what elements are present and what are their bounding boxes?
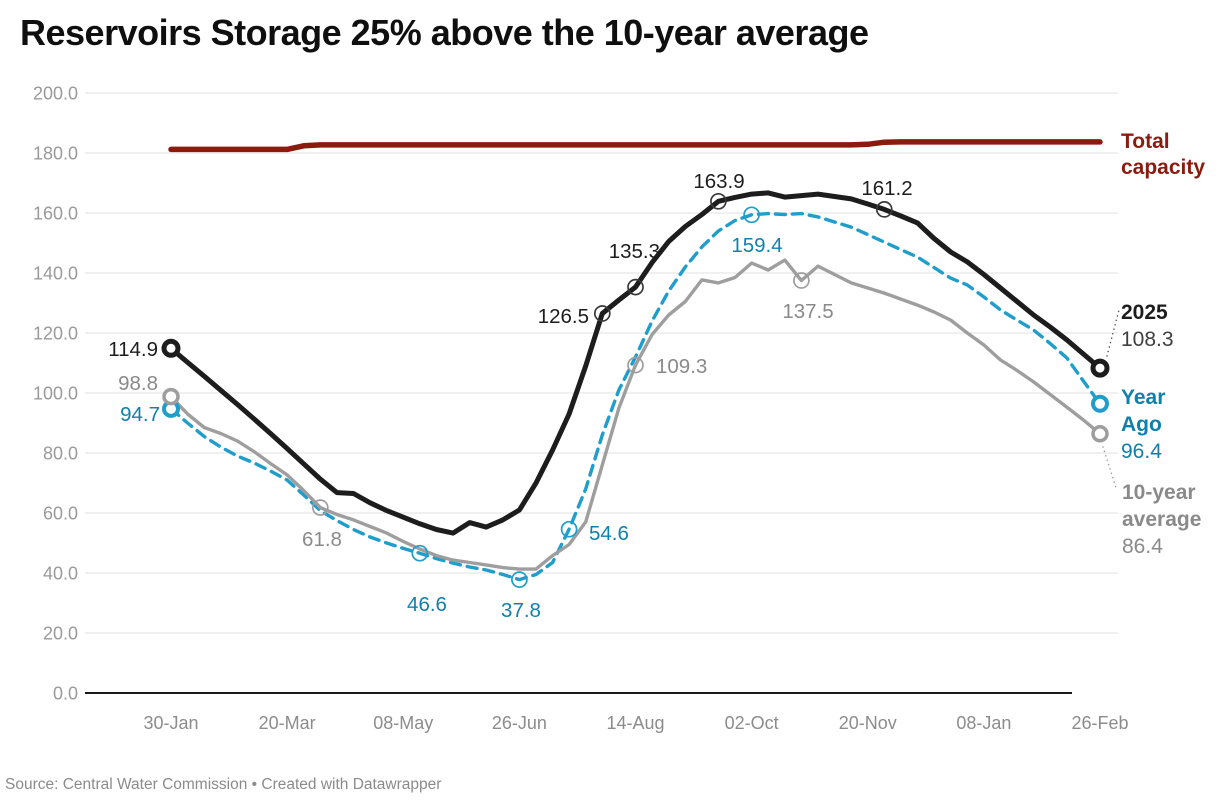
marker-avg-w9 [311, 499, 329, 516]
y-tick-label: 200.0 [33, 84, 78, 104]
marker-ago-w21 [511, 571, 528, 588]
series-line-ago [169, 211, 1102, 582]
legend-year-ago-line2: Ago [1121, 413, 1162, 436]
marker-y2025-w33 [710, 192, 727, 210]
x-tick-label: 08-Jan [956, 713, 1011, 733]
y-tick-label: 160.0 [33, 204, 78, 224]
point-label-126.5: 126.5 [538, 305, 589, 328]
point-label-161.2: 161.2 [861, 177, 912, 200]
marker-avg-w0 [162, 387, 180, 406]
point-label-94.7: 94.7 [120, 403, 160, 426]
series-line-avg [169, 258, 1102, 571]
marker-y2025-w28 [627, 278, 644, 296]
point-label-135.3: 135.3 [609, 240, 660, 263]
point-label-98.8: 98.8 [118, 372, 158, 395]
marker-y2025-w56 [1090, 358, 1110, 378]
marker-ago-w24 [560, 520, 578, 538]
page-title: Reservoirs Storage 25% above the 10-year… [20, 12, 869, 53]
y-tick-label: 100.0 [33, 384, 78, 404]
marker-ago-w35 [743, 206, 760, 224]
point-label-163.9: 163.9 [693, 170, 744, 193]
legend-2025-value: 108.3 [1121, 328, 1174, 351]
series-line-capacity [168, 139, 1103, 153]
point-label-137.5: 137.5 [782, 300, 833, 323]
y-tick-label: 140.0 [33, 264, 78, 284]
x-tick-label: 26-Jun [492, 713, 547, 733]
marker-avg-w38 [793, 272, 810, 289]
x-tick-label: 30-Jan [143, 713, 198, 733]
marker-y2025-w26 [593, 305, 611, 322]
legend-10-year-average-line1: 10-year [1122, 481, 1196, 504]
marker-y2025-w0 [161, 338, 181, 358]
legend-total-capacity-line1: Total [1121, 130, 1170, 153]
marker-ago-w56 [1091, 394, 1109, 413]
legend-10-year-average: 10-year average 86.4 [1122, 479, 1201, 560]
x-tick-label: 20-Mar [259, 713, 316, 733]
y-tick-label: 80.0 [43, 444, 78, 464]
legend-year-ago-line1: Year [1121, 386, 1166, 409]
legend-year-ago: Year Ago 96.4 [1121, 384, 1165, 465]
x-tick-label: 02-Oct [725, 713, 779, 733]
y-tick-label: 0.0 [53, 684, 78, 704]
point-label-109.3: 109.3 [656, 355, 707, 378]
point-label-54.6: 54.6 [589, 522, 629, 545]
legend-total-capacity: Total capacity [1121, 129, 1205, 181]
x-tick-label: 08-May [373, 713, 433, 733]
marker-avg-w28 [627, 356, 644, 374]
point-label-114.9: 114.9 [108, 338, 158, 361]
y-tick-label: 180.0 [33, 144, 78, 164]
legend-total-capacity-line2: capacity [1121, 156, 1206, 179]
legend-2025: 2025 108.3 [1121, 299, 1174, 353]
marker-avg-w56 [1091, 425, 1109, 443]
leader-line-0 [1106, 309, 1120, 357]
x-tick-label: 20-Nov [839, 713, 897, 733]
x-tick-label: 14-Aug [606, 713, 664, 733]
point-label-159.4: 159.4 [731, 234, 782, 257]
y-tick-label: 20.0 [43, 624, 78, 644]
marker-ago-w15 [411, 544, 429, 562]
legend-2025-name: 2025 [1121, 301, 1168, 324]
y-tick-label: 40.0 [43, 564, 78, 584]
legend-10-year-average-value: 86.4 [1122, 535, 1163, 558]
y-tick-label: 60.0 [43, 504, 78, 524]
legend-year-ago-value: 96.4 [1121, 440, 1162, 463]
source-note: Source: Central Water Commission • Creat… [5, 776, 442, 793]
point-label-46.6: 46.6 [407, 593, 447, 616]
y-tick-label: 120.0 [33, 324, 78, 344]
point-label-37.8: 37.8 [501, 599, 541, 622]
x-tick-label: 26-Feb [1071, 713, 1128, 733]
legend-10-year-average-line2: average [1122, 508, 1202, 531]
marker-y2025-w43 [875, 201, 893, 218]
series-line-y2025 [168, 190, 1103, 536]
point-label-61.8: 61.8 [302, 528, 342, 551]
